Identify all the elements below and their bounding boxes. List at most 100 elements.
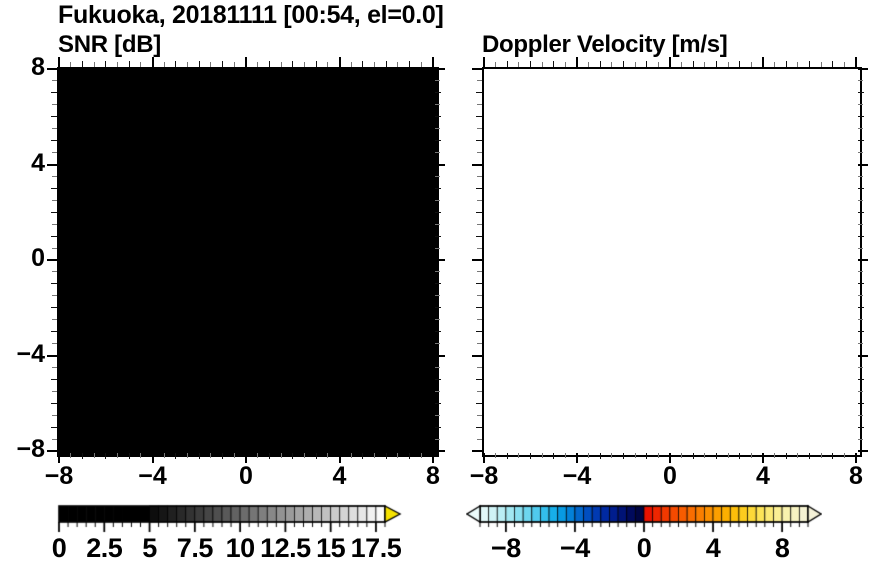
axis-tick: [435, 104, 440, 106]
axis-tick: [669, 57, 671, 67]
axis-tick: [292, 453, 294, 459]
axis-tick: [198, 453, 200, 459]
snr-colorbar-tick-label: 12.5: [260, 533, 311, 563]
axis-tick: [623, 453, 624, 459]
axis-tick: [704, 453, 706, 458]
axis-tick: [858, 259, 868, 261]
axis-tick: [858, 187, 864, 189]
axis-tick: [476, 307, 482, 309]
axis-tick: [477, 152, 482, 154]
axis-tick: [541, 453, 543, 458]
axis-tick: [435, 438, 440, 440]
axis-tick: [858, 390, 863, 392]
axis-tick: [472, 354, 482, 357]
axis-tick: [858, 211, 864, 213]
doppler-heatmap-canvas: [484, 69, 856, 451]
axis-tick: [797, 453, 799, 458]
axis-tick: [858, 402, 864, 404]
axis-tick: [128, 453, 130, 459]
snr-panel-title: SNR [dB]: [58, 31, 161, 58]
axis-tick: [477, 175, 482, 177]
axis-tick: [51, 307, 57, 309]
axis-tick: [435, 390, 440, 392]
axis-tick: [657, 62, 659, 67]
axis-tick: [51, 116, 57, 118]
axis-tick: [175, 61, 177, 67]
axis-tick: [858, 378, 864, 380]
axis-tick: [151, 453, 154, 463]
axis-tick: [435, 414, 440, 416]
snr-colorbar-tick-label: 0: [51, 533, 67, 563]
axis-tick: [435, 163, 445, 166]
axis-tick: [70, 62, 72, 67]
axis-tick: [140, 453, 142, 458]
axis-tick: [51, 402, 57, 404]
axis-tick: [435, 80, 440, 82]
axis-tick: [93, 453, 95, 458]
axis-tick: [435, 211, 441, 213]
axis-tick: [435, 354, 445, 357]
snr-colorbar-tick-label: 17.5: [350, 533, 402, 563]
axis-tick: [809, 453, 810, 459]
axis-tick: [435, 366, 440, 368]
axis-tick: [51, 211, 57, 213]
axis-tick: [52, 175, 57, 177]
axis-tick: [198, 61, 200, 67]
axis-tick: [409, 453, 411, 459]
axis-tick: [58, 57, 60, 67]
axis-tick: [599, 61, 601, 67]
axis-tick: [477, 247, 482, 249]
axis-tick: [739, 61, 741, 67]
axis-tick: [52, 223, 57, 225]
snr-panel: [57, 67, 439, 457]
axis-tick: [435, 92, 441, 94]
axis-tick: [858, 343, 863, 345]
axis-tick: [634, 453, 636, 458]
axis-tick: [432, 57, 434, 67]
axis-tick: [51, 235, 57, 237]
axis-tick: [588, 62, 590, 67]
axis-tick: [435, 319, 440, 321]
axis-tick: [858, 163, 868, 166]
axis-tick: [245, 57, 247, 67]
axis-tick: [233, 453, 235, 458]
axis-tick: [739, 453, 741, 459]
axis-tick: [518, 453, 520, 458]
axis-tick: [727, 453, 729, 458]
x-axis-tick-label: 4: [756, 462, 770, 490]
doppler-colorbar-tick-label: 0: [636, 533, 652, 563]
axis-tick: [530, 61, 531, 67]
axis-tick: [187, 453, 189, 458]
axis-tick: [858, 68, 868, 70]
axis-tick: [435, 259, 445, 261]
axis-tick: [292, 61, 294, 67]
axis-tick: [51, 187, 57, 189]
x-axis-tick-label: 4: [332, 462, 347, 490]
axis-tick: [476, 92, 482, 94]
axis-tick: [472, 163, 482, 166]
axis-tick: [858, 331, 864, 333]
y-axis-tick-label: −8: [16, 435, 45, 463]
axis-tick: [327, 453, 329, 458]
axis-tick: [105, 453, 107, 459]
axis-tick: [435, 426, 441, 428]
axis-tick: [611, 453, 613, 458]
axis-tick: [477, 295, 482, 297]
axis-tick: [858, 235, 864, 237]
axis-tick: [350, 453, 352, 458]
snr-colorbar-tick-label: 2.5: [86, 533, 123, 563]
axis-tick: [52, 343, 57, 345]
x-axis-tick-label: 8: [849, 462, 863, 490]
x-axis-tick-label: 0: [663, 462, 677, 490]
axis-tick: [374, 62, 376, 67]
axis-tick: [564, 62, 566, 67]
axis-tick: [420, 62, 422, 67]
axis-tick: [362, 61, 364, 67]
axis-tick: [506, 61, 508, 67]
axis-tick: [832, 61, 834, 67]
axis-tick: [233, 62, 235, 67]
axis-tick: [163, 62, 165, 67]
axis-tick: [623, 61, 624, 67]
axis-tick: [797, 62, 799, 67]
axis-tick: [858, 450, 868, 452]
